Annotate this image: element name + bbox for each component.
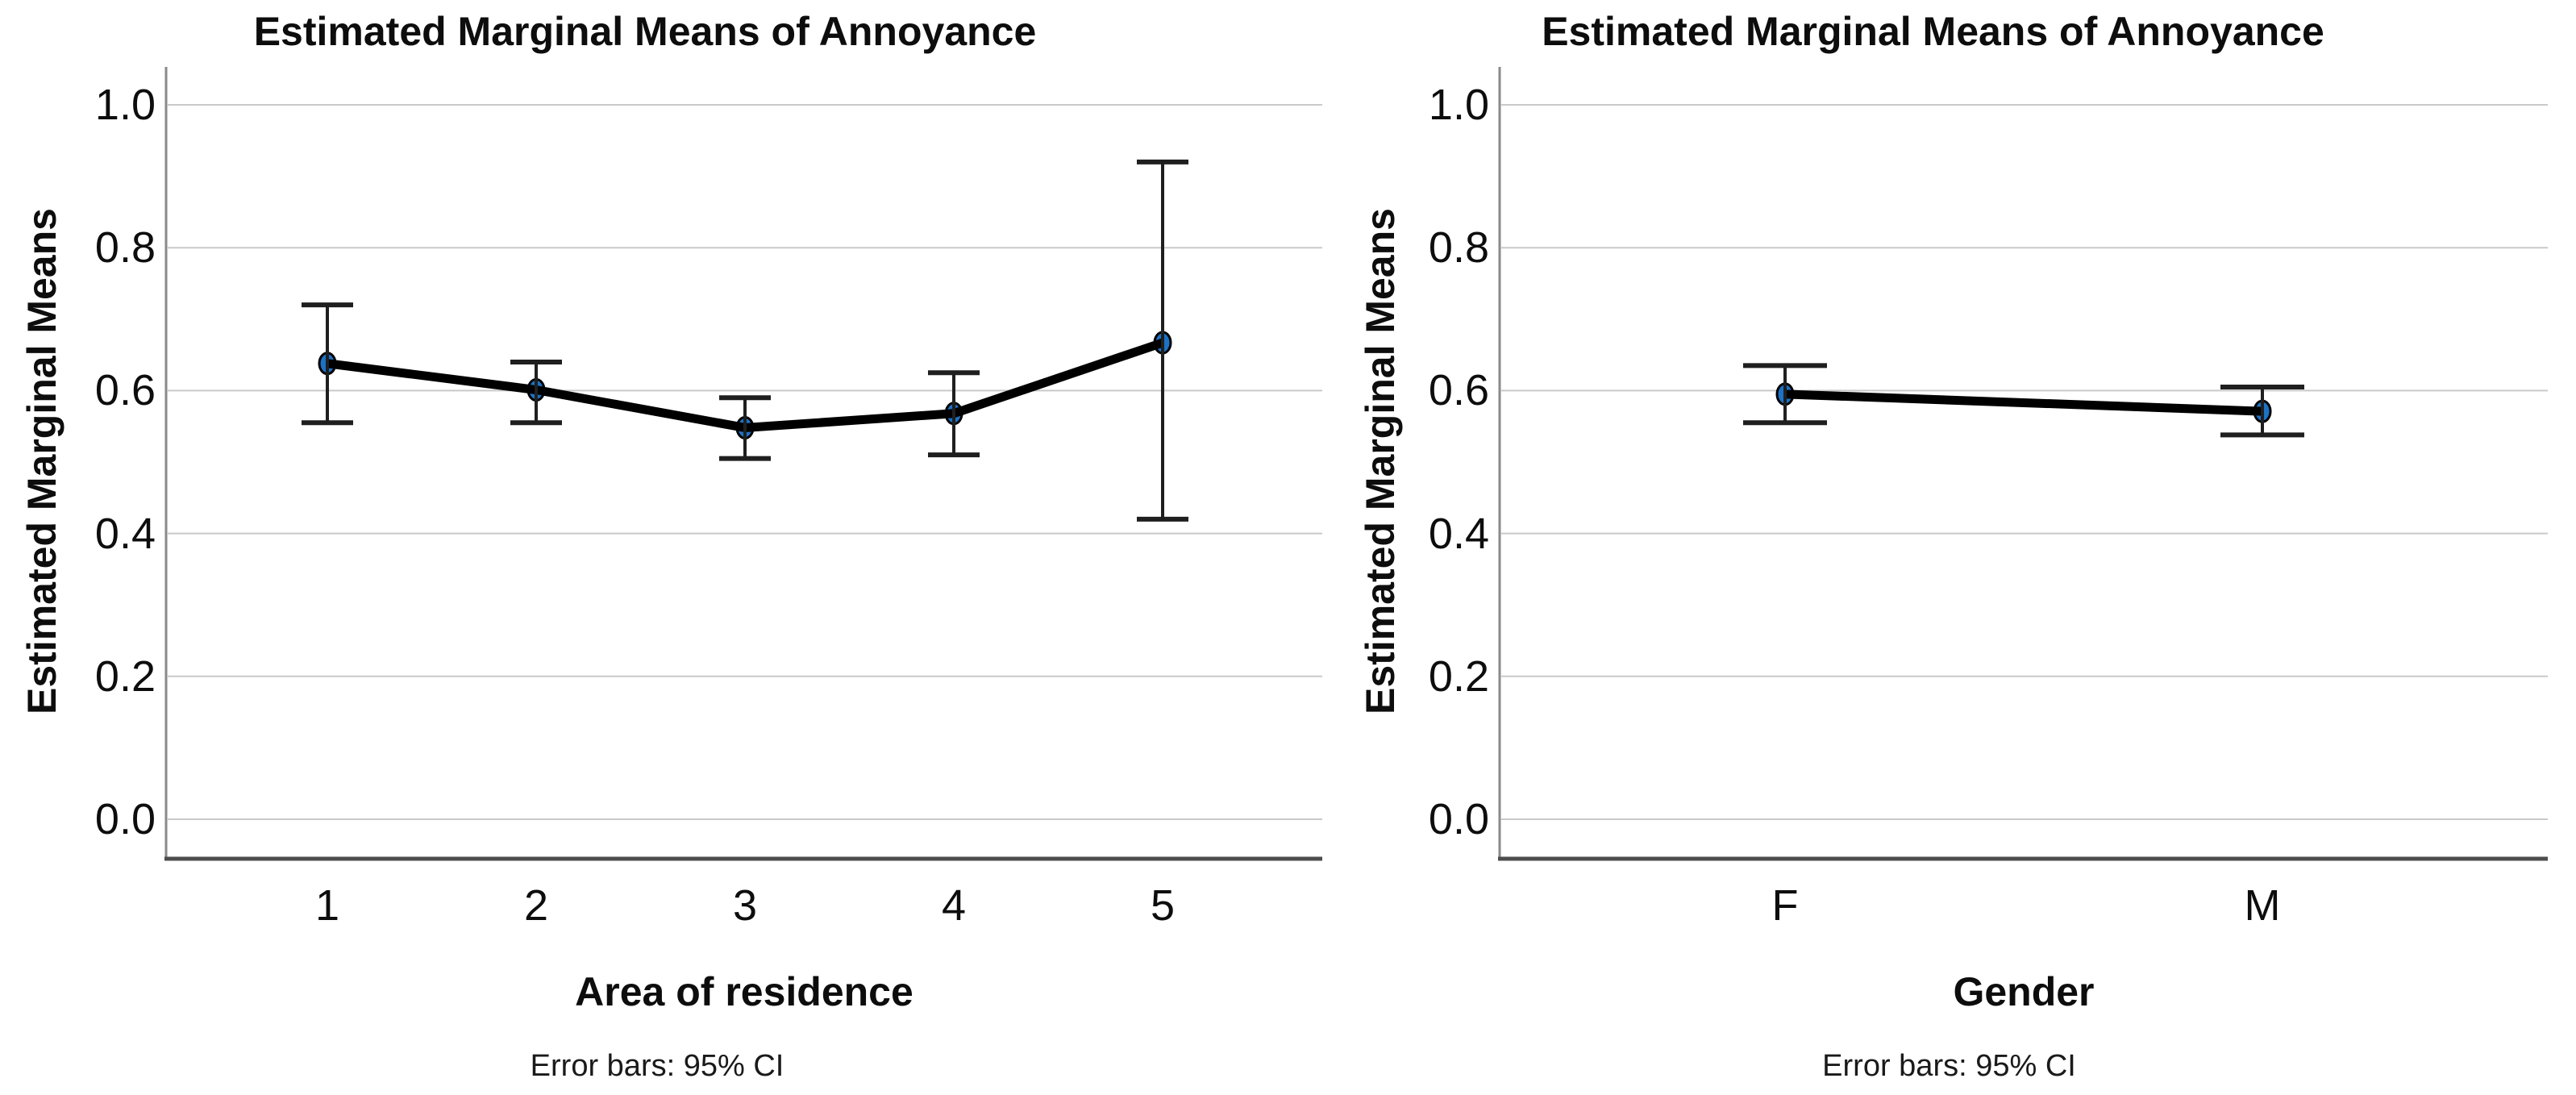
y-tick-label: 0.6 <box>1428 366 1489 414</box>
y-tick-label: 0.4 <box>94 510 156 558</box>
x-tick-label: 4 <box>941 881 967 930</box>
y-tick-label: 0.2 <box>1428 652 1489 701</box>
x-tick-label: F <box>1771 881 1799 930</box>
y-tick-label: 0.2 <box>94 652 156 701</box>
y-tick-label: 0.4 <box>1428 510 1489 558</box>
error-bars-footnote: Error bars: 95% CI <box>530 1049 784 1083</box>
x-axis-title: Gender <box>1953 969 2095 1014</box>
chart-title: Estimated Marginal Means of Annoyance <box>253 9 1037 54</box>
x-tick-label: 5 <box>1150 881 1176 930</box>
x-axis-title: Area of residence <box>575 969 913 1014</box>
y-axis-title: Estimated Marginal Means <box>19 208 65 714</box>
y-tick-label: 0.8 <box>1428 223 1489 272</box>
y-axis-title: Estimated Marginal Means <box>1358 208 1403 714</box>
chart-title: Estimated Marginal Means of Annoyance <box>1542 9 2324 54</box>
error-bars-footnote: Error bars: 95% CI <box>1822 1049 2076 1083</box>
y-tick-label: 1.0 <box>94 81 156 129</box>
y-tick-label: 1.0 <box>1428 81 1489 129</box>
y-tick-label: 0.8 <box>94 223 156 272</box>
y-tick-label: 0.6 <box>94 366 156 414</box>
x-tick-label: 3 <box>732 881 758 930</box>
x-tick-label: 1 <box>314 881 340 930</box>
x-tick-label: 2 <box>523 881 549 930</box>
y-tick-label: 0.0 <box>1428 795 1489 843</box>
y-tick-label: 0.0 <box>94 795 156 843</box>
x-tick-label: M <box>2244 881 2281 930</box>
